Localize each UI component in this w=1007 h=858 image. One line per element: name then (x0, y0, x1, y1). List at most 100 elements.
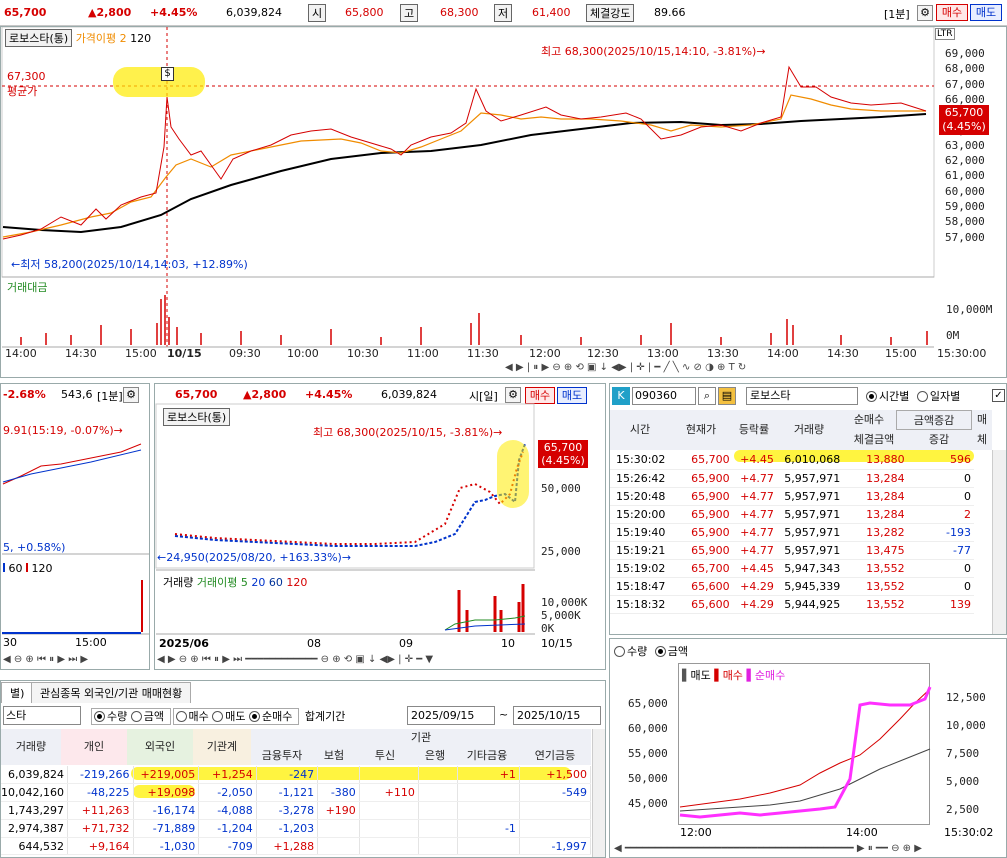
daily-xtick: 08 (307, 637, 321, 650)
date-to-input[interactable]: 2025/10/15 (513, 706, 601, 725)
hdr-volume: 거래량 (1, 729, 61, 765)
table-row[interactable]: 15:26:42 65,900 +4.77 5,957,971 13,284 0 (610, 469, 974, 488)
high-label: 고 (400, 4, 419, 22)
mini-period[interactable]: [1분] (97, 390, 123, 403)
table-row[interactable]: 6,039,824 -219,266 +219,005 +1,254 -247 +1 +1,… (1, 766, 592, 785)
daily-min-note: ←24,950(2025/08/20, +163.33%)→ (157, 551, 352, 564)
checkbox[interactable]: ✓ (992, 389, 1005, 402)
search-icon[interactable]: ⌕ (698, 387, 716, 405)
chart-controls[interactable]: ◀ ▶ | ⏸ ▶ ⊖ ⊕ ⟲ ▣ ↓ ◀▶ | ✛ | ━ ╱ ╲ ∿ ⊘ ◑… (505, 362, 747, 373)
table-cell (519, 801, 592, 820)
table-cell (457, 801, 520, 820)
daily-vol-tick: 0K (541, 622, 555, 635)
flow-controls[interactable]: ◀ ━━━━━━━━━━━━━━━━━━━━━━━━━━━━━━━━━━━━━━… (614, 843, 922, 854)
table-row[interactable]: 15:18:32 65,600 +4.29 5,944,925 13,552 139 (610, 595, 974, 614)
table-cell: 15:19:21 (610, 541, 671, 560)
table-cell: 1,743,297 (1, 801, 68, 820)
radio-sell[interactable] (212, 711, 224, 722)
table-cell: 15:19:02 (610, 559, 671, 578)
table-row[interactable]: 15:20:00 65,900 +4.77 5,957,971 13,284 2 (610, 505, 974, 524)
daily-vol-legend: 거래량 (163, 576, 194, 589)
ltr-toggle[interactable]: LTR (935, 28, 955, 40)
avg-price-label: 평균가 (7, 85, 38, 98)
tab-interest[interactable]: 관심종목 외국인/기관 매매현황 (31, 682, 192, 703)
hdr-amount-select[interactable]: 금액증감 (896, 410, 972, 430)
hdr-price: 현재가 (670, 410, 732, 450)
radio-by-date[interactable] (916, 391, 928, 402)
stock-code-input[interactable]: 090360 (632, 387, 696, 405)
table-row[interactable]: 15:30:02 65,700 +4.45 6,010,068 13,880 596 (610, 451, 974, 470)
time-tick: 09:30 (229, 347, 261, 360)
gear-icon[interactable]: ⚙ (917, 5, 933, 21)
sell-button[interactable]: 매도 (970, 4, 1002, 21)
flow-xtick: 14:00 (846, 826, 878, 839)
table-row[interactable]: 2,974,387 +71,732 -71,889 -1,204 -1,203 -1 (1, 819, 592, 838)
table-cell (317, 837, 360, 856)
current-price-tag: 65,700 (4.45%) (939, 105, 989, 135)
table-cell: 13,552 (843, 577, 908, 596)
investor-panel[interactable]: 별) 관심종목 외국인/기관 매매현황 스타 수량 금액 매수 매도 순매수 합… (0, 680, 606, 858)
table-row[interactable]: 15:19:02 65,700 +4.45 5,947,343 13,552 0 (610, 559, 974, 578)
table-row[interactable]: 1,743,297 +11,263 -16,174 -4,088 -3,278 +190 (1, 801, 592, 820)
table-cell (317, 819, 360, 838)
stock-name-field[interactable]: 로보스타 (746, 387, 858, 405)
daily-controls[interactable]: ◀ ▶ ⊖ ⊕ ⏮ ⏸ ▶ ⏭ ━━━━━━━━━━━━ ⊖ ⊕ ⟲ ▣ ↓ ◀… (157, 654, 434, 665)
folder-icon[interactable]: ▤ (718, 387, 736, 405)
radio-net[interactable] (249, 711, 260, 722)
stock-field[interactable]: 스타 (3, 706, 81, 725)
gear-icon[interactable]: ⚙ (123, 387, 139, 403)
k-icon[interactable]: K (612, 387, 630, 405)
table-cell: 0 (907, 469, 974, 488)
daily-buy-button[interactable]: 매수 (525, 387, 555, 404)
table-cell: -1 (457, 819, 520, 838)
stock-name-box[interactable]: 로보스타(통) (5, 29, 73, 47)
daily-sell-button[interactable]: 매도 (557, 387, 587, 404)
date-from-input[interactable]: 2025/09/15 (407, 706, 495, 725)
mini-val: 543,6 (61, 388, 93, 401)
daily-stock-box[interactable]: 로보스타(통) (163, 408, 231, 426)
daily-period[interactable]: 시[일] (469, 390, 498, 403)
table-row[interactable]: 10,042,160 -48,225 +19,098 -2,050 -1,121 -380… (1, 783, 592, 803)
table-cell: +110 (359, 783, 419, 803)
mini-controls[interactable]: ◀ ⊖ ⊕ ⏮ ⏸ ▶ ⏭ ▶ (3, 654, 89, 665)
time-tick: 14:00 (767, 347, 799, 360)
table-cell: 5,947,343 (776, 559, 844, 578)
table-cell: -77 (907, 541, 974, 560)
table-cell: -193 (907, 523, 974, 542)
main-intraday-chart[interactable]: $ 로보스타(통) 가격이평 2 120 최고 68,300(2025/10/1… (0, 26, 1007, 378)
tick-panel[interactable]: K 090360 ⌕ ▤ 로보스타 시간별 일자별 ✓ 시간 현재가 등락률 거… (609, 383, 1007, 635)
tick-scrollbar[interactable] (992, 450, 1006, 634)
hdr-time: 시간 (610, 410, 670, 450)
time-tick: 14:30 (827, 347, 859, 360)
table-row[interactable]: 644,532 +9,164 -1,030 -709 +1,288 -1,997 (1, 837, 592, 856)
table-row[interactable]: 15:20:48 65,900 +4.77 5,957,971 13,284 0 (610, 487, 974, 506)
tab-by-date[interactable]: 별) (1, 682, 34, 703)
table-row[interactable]: 15:18:47 65,600 +4.29 5,945,339 13,552 0 (610, 577, 974, 596)
investor-scrollbar[interactable] (592, 729, 605, 857)
flow-left-tick: 45,000 (628, 797, 668, 810)
table-row[interactable]: 15:19:21 65,900 +4.77 5,957,971 13,475 -77 (610, 541, 974, 560)
radio-amt[interactable] (130, 711, 142, 722)
radio-qty[interactable] (94, 711, 105, 722)
buy-button[interactable]: 매수 (936, 4, 968, 21)
radio-by-time[interactable] (866, 391, 877, 402)
period-label[interactable]: [1분] (884, 8, 910, 21)
table-cell: 65,900 (670, 541, 733, 560)
table-cell: +4.77 (732, 505, 777, 524)
vol-tick: 0M (946, 329, 960, 342)
current-price-tag-value: 65,700 (944, 106, 984, 119)
table-cell (418, 819, 458, 838)
radio-buy[interactable] (175, 711, 187, 722)
left-mini-chart[interactable]: -2.68% 543,6 [1분] ⚙ 9.91(15:19, -0.07%)→… (0, 383, 150, 670)
table-cell: -1,203 (256, 819, 319, 838)
mini-pct: -2.68% (3, 388, 46, 401)
radio-amount[interactable] (654, 646, 666, 657)
daily-ytick: 25,000 (541, 545, 581, 558)
daily-chart[interactable]: 65,700 ▲2,800 +4.45% 6,039,824 시[일] ⚙ 매수… (154, 383, 606, 670)
table-row[interactable]: 15:19:40 65,900 +4.77 5,957,971 13,282 -193 (610, 523, 974, 542)
hdr-individual: 개인 (61, 729, 127, 765)
radio-quantity[interactable] (614, 646, 625, 657)
gear-icon[interactable]: ⚙ (505, 387, 521, 403)
table-cell: -219,266 (67, 766, 134, 785)
flow-chart-panel[interactable]: 수량 금액 ▌매도 ▌매수 ▌순매수 65,000 60,000 55,000 50,… (609, 638, 1007, 858)
